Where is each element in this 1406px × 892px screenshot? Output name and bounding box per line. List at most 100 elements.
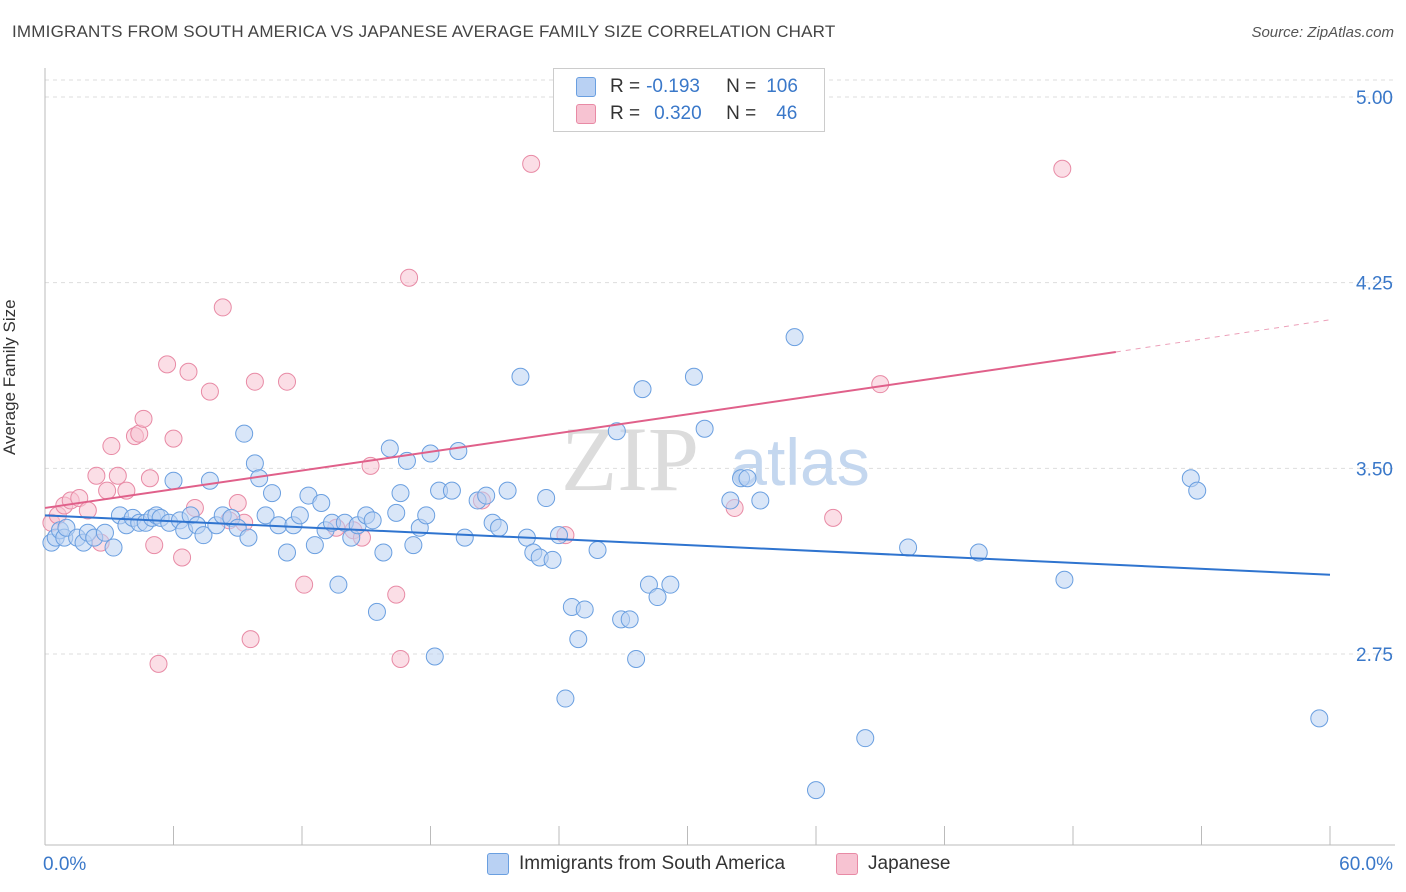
south-america-point	[575, 600, 594, 619]
japanese-trend-line	[44, 350, 1116, 509]
south-america-point	[627, 649, 646, 668]
japanese-point	[278, 372, 297, 391]
japanese-trend-extension	[1115, 319, 1331, 353]
south-america-point	[537, 489, 556, 508]
south-america-point	[387, 503, 406, 522]
south-america-points	[42, 328, 1329, 800]
south-america-point	[550, 526, 568, 545]
south-america-point	[239, 528, 258, 547]
japanese-point	[241, 630, 260, 649]
chart-title: IMMIGRANTS FROM SOUTH AMERICA VS JAPANES…	[12, 22, 836, 41]
south-america-point	[633, 380, 652, 399]
bottom-legend-label: Immigrants from South America	[519, 853, 786, 874]
legend-n-value: 106	[766, 76, 798, 97]
south-america-point	[490, 518, 509, 537]
south-america-point	[329, 575, 348, 594]
south-america-point	[807, 781, 825, 800]
japanese-point	[140, 469, 159, 488]
south-america-point	[200, 471, 219, 490]
japanese-point	[200, 382, 219, 401]
south-america-point	[1055, 570, 1074, 589]
south-america-point	[194, 526, 213, 545]
south-america-point	[104, 538, 123, 557]
japanese-point	[228, 493, 247, 512]
japanese-point	[1053, 159, 1072, 178]
south-america-point	[449, 442, 468, 461]
y-axis-label: Average Family Size	[0, 299, 19, 455]
japanese-point	[145, 536, 164, 555]
south-america-point	[738, 469, 757, 488]
south-america-point	[543, 550, 562, 569]
south-america-point	[95, 523, 114, 542]
japanese-point	[179, 362, 198, 381]
bottom-legend-label: Japanese	[868, 853, 951, 874]
south-america-point	[312, 493, 331, 512]
watermark: ZIP atlas	[561, 408, 870, 510]
axes	[44, 68, 1395, 846]
south-america-point	[856, 729, 875, 748]
watermark-atlas: atlas	[730, 425, 869, 499]
south-america-point	[417, 506, 436, 525]
south-america-point	[969, 543, 988, 562]
japanese-point	[102, 437, 121, 456]
y-tick-label: 2.75	[1356, 645, 1393, 666]
y-tick-label: 3.50	[1356, 459, 1393, 480]
japanese-point	[98, 481, 117, 500]
south-america-point	[899, 538, 918, 557]
south-america-point	[498, 481, 517, 500]
south-america-point	[425, 647, 444, 666]
south-america-point	[477, 486, 496, 505]
japanese-point	[130, 424, 149, 443]
japanese-point	[387, 585, 406, 604]
south-america-point	[404, 536, 423, 555]
south-america-point	[648, 588, 667, 607]
south-america-point	[556, 689, 575, 708]
x-tick-label: 0.0%	[43, 854, 86, 875]
south-america-point	[380, 439, 399, 458]
south-america-point	[442, 481, 461, 500]
south-america-point	[164, 471, 183, 490]
watermark-zip: ZIP	[561, 408, 699, 510]
south-america-point	[363, 511, 382, 530]
legend-r-label: R =	[610, 76, 641, 97]
legend-row-japanese: R = 0.320 N = 46	[576, 101, 797, 127]
correlation-legend: R = -0.193 N = 106 R = 0.320 N = 46	[553, 68, 825, 132]
bottom-legend-swatch-pink	[836, 853, 858, 875]
south-america-point	[367, 602, 386, 621]
south-america-point	[569, 630, 588, 649]
south-america-point	[620, 610, 639, 629]
japanese-point	[871, 375, 890, 394]
south-america-point	[235, 424, 254, 443]
japanese-point	[87, 466, 106, 485]
south-america-point	[695, 419, 714, 438]
south-america-trend-line	[44, 514, 1331, 576]
japanese-points	[42, 154, 1072, 673]
south-america-point	[661, 575, 680, 594]
legend-r-label: R =	[610, 103, 641, 124]
south-america-point	[751, 491, 770, 510]
south-america-point	[374, 543, 393, 562]
source-label: Source: ZipAtlas.com	[1251, 24, 1394, 41]
japanese-point	[158, 355, 177, 374]
south-america-point	[1310, 709, 1329, 728]
legend-r-value: 0.320	[654, 103, 702, 124]
japanese-point	[522, 154, 541, 173]
south-america-point	[455, 528, 474, 547]
legend-row-south-america: R = -0.193 N = 106	[576, 74, 798, 100]
japanese-point	[824, 508, 843, 527]
south-america-point	[721, 491, 740, 510]
legend-swatch-blue	[576, 77, 596, 97]
japanese-point	[164, 429, 183, 448]
y-tick-label: 4.25	[1356, 274, 1393, 295]
bottom-legend-swatch-blue	[487, 853, 509, 875]
south-america-point	[588, 541, 607, 560]
bottom-legend-south-america: Immigrants from South America	[487, 850, 785, 878]
south-america-point	[263, 484, 282, 503]
japanese-point	[213, 298, 232, 317]
south-america-point	[511, 367, 530, 386]
south-america-point	[305, 536, 324, 555]
south-america-point	[785, 328, 804, 347]
y-tick-label: 5.00	[1356, 88, 1393, 109]
x-tick-labels: 0.0% 60.0%	[43, 854, 1393, 875]
